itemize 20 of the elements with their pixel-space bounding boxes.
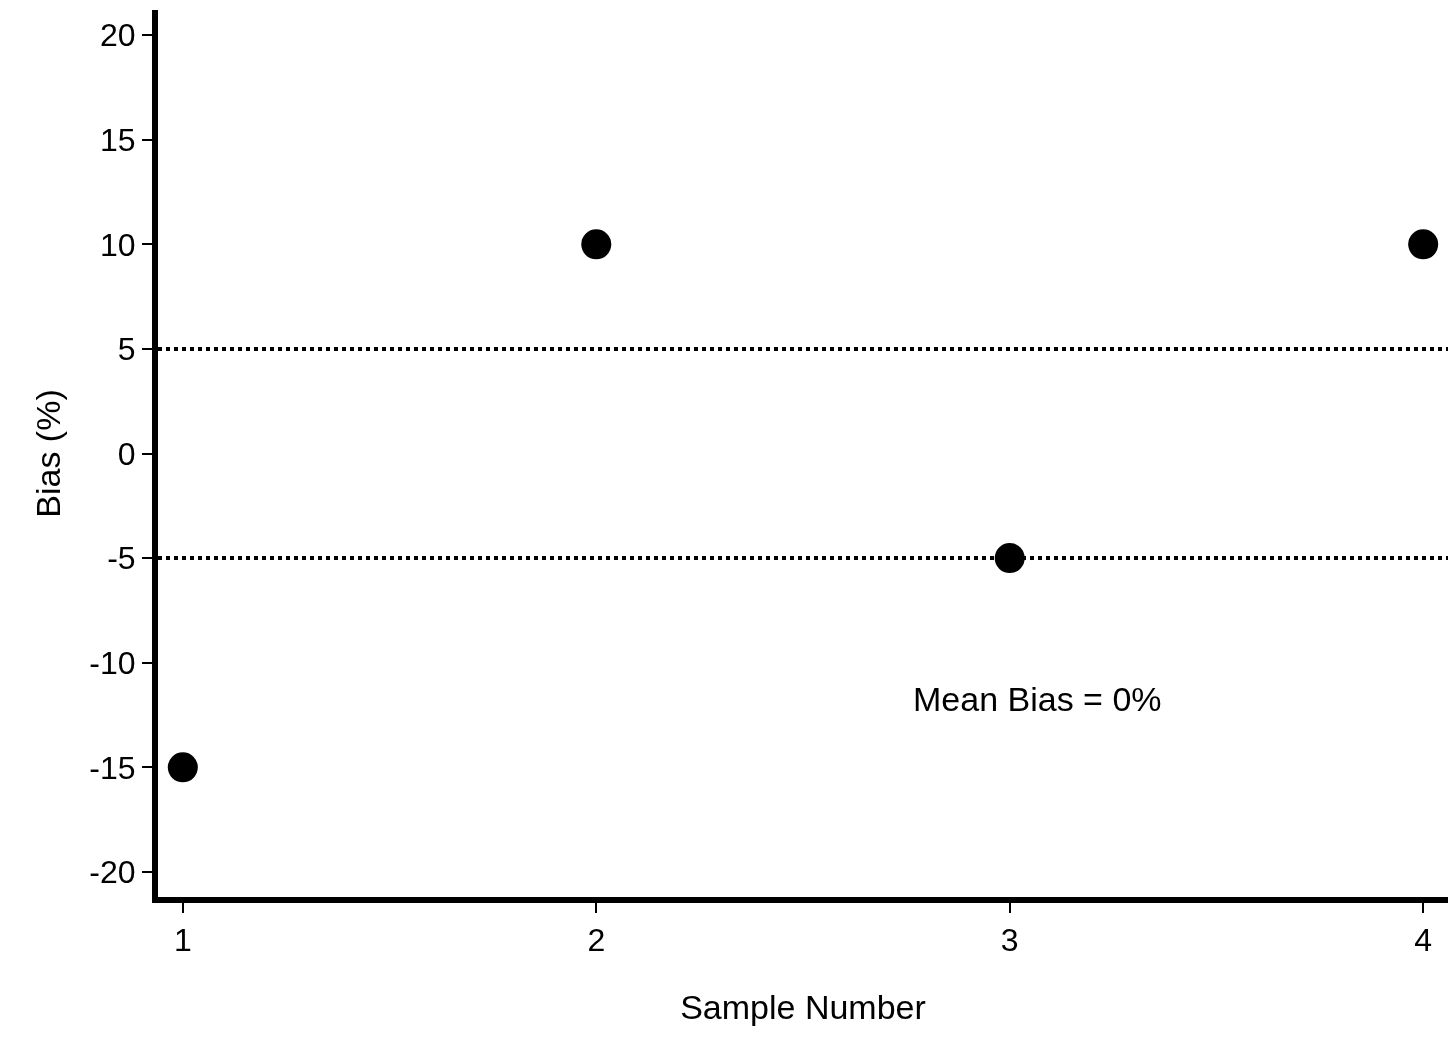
y-tick-label: 15 bbox=[100, 121, 136, 158]
y-tick-label: -20 bbox=[89, 854, 136, 891]
y-tick-label: -15 bbox=[89, 749, 136, 786]
y-tick-label: -5 bbox=[107, 540, 136, 577]
y-tick-label: -10 bbox=[89, 644, 136, 681]
y-tick-label: 5 bbox=[117, 331, 136, 368]
x-tick-label: 3 bbox=[1000, 922, 1019, 959]
y-tick-label: 10 bbox=[100, 226, 136, 263]
annotation: Mean Bias = 0% bbox=[913, 680, 1162, 718]
x-tick-label: 4 bbox=[1414, 922, 1433, 959]
y-axis-title: Bias (%) bbox=[29, 389, 68, 518]
x-axis-title: Sample Number bbox=[680, 988, 926, 1027]
y-tick-label: 20 bbox=[100, 17, 136, 54]
x-tick-label: 1 bbox=[173, 922, 192, 959]
y-tick-label: 0 bbox=[117, 435, 136, 472]
x-tick-label: 2 bbox=[587, 922, 606, 959]
point bbox=[167, 752, 198, 783]
point bbox=[994, 543, 1025, 574]
point bbox=[1408, 229, 1439, 260]
point bbox=[581, 229, 612, 260]
